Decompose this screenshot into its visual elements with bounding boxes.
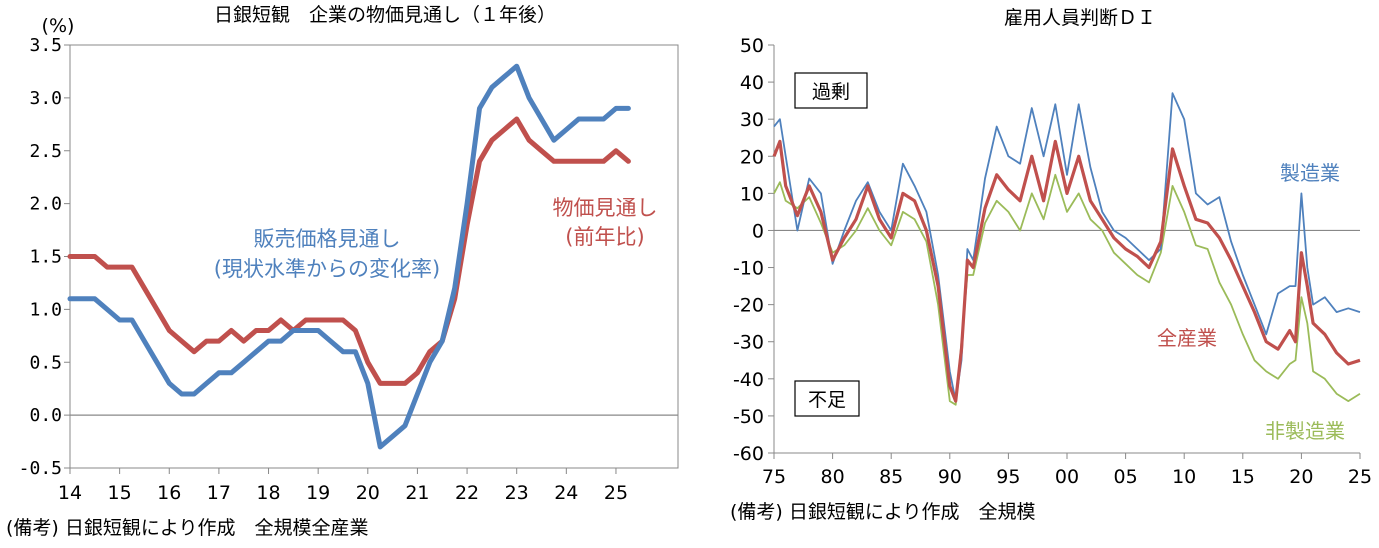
y-tick-label: 40 [740, 72, 764, 94]
y-tick-label: 0.0 [29, 405, 62, 426]
employment-di-chart: 雇用人員判断ＤＩ 50 40 30 20 10 0 -10 -20 -30 -40 -50 -6075… [730, 7, 1372, 523]
y-tick-label: -50 [733, 406, 764, 428]
shortage-box [794, 380, 860, 417]
y-tick-label: 2.5 [29, 141, 62, 162]
series-label-cpi-line2: (前年比) [565, 225, 644, 249]
y-tick-label: -30 [733, 332, 764, 354]
chart-title: 日銀短観 企業の物価見通し（１年後） [214, 4, 556, 26]
x-tick-label: 16 [157, 482, 181, 504]
x-tick-label: 25 [1348, 466, 1372, 488]
x-tick-label: 17 [207, 482, 231, 504]
x-tick-label: 23 [505, 482, 529, 504]
y-axis-unit-label: (%) [42, 15, 75, 37]
x-tick-label: 15 [108, 482, 132, 504]
x-tick-label: 80 [821, 466, 845, 488]
series-label-all-industries: 全産業 [1157, 326, 1217, 350]
y-tick-label: 30 [740, 109, 764, 131]
y-tick-label: -0.5 [19, 458, 62, 479]
y-tick-label: 10 [740, 183, 764, 205]
source-note: (備考) 日銀短観により作成 全規模全産業 [6, 517, 369, 539]
series-line-1 [772, 139, 1361, 403]
x-tick-label: 25 [604, 482, 628, 504]
source-note: (備考) 日銀短観により作成 全規模 [730, 501, 1036, 523]
series-label-cpi-line1: 物価見通し [553, 196, 658, 220]
x-tick-label: 22 [455, 482, 479, 504]
y-tick-label: -60 [733, 443, 764, 465]
series-label-sales-line1: 販売価格見通し [254, 227, 401, 251]
y-tick-label: 0.5 [29, 352, 62, 373]
plot-area: 3.5 3.0 2.5 2.0 1.5 1.0 0.5 0.0 -0.5 14 15 16 17 18 19… [19, 35, 679, 504]
price-expectation-chart: 日銀短観 企業の物価見通し（１年後） (%) 3.5 3.0 2.5 2.0 1.5 1.… [6, 4, 679, 539]
y-tick-label: -10 [733, 258, 764, 280]
y-tick-label: 1.0 [29, 299, 62, 320]
y-tick-label: 2.0 [29, 194, 62, 215]
y-tick-label: 3.5 [29, 35, 62, 56]
x-tick-label: 00 [1055, 466, 1079, 488]
series-label-sales-line2: (現状水準からの変化率) [214, 257, 440, 281]
x-tick-label: 75 [762, 466, 786, 488]
y-tick-label: 1.5 [29, 247, 62, 268]
x-tick-label: 10 [1172, 466, 1196, 488]
x-tick-label: 18 [256, 482, 280, 504]
x-tick-label: 19 [306, 482, 330, 504]
x-tick-label: 20 [1289, 466, 1313, 488]
x-tick-label: 85 [879, 466, 903, 488]
y-tick-label: 3.0 [29, 88, 62, 109]
y-tick-label: -20 [733, 295, 764, 317]
x-tick-label: 21 [405, 482, 429, 504]
x-tick-label: 14 [58, 482, 82, 504]
series-line-0 [773, 92, 1361, 403]
x-tick-label: 90 [938, 466, 962, 488]
series-line-0 [67, 116, 631, 386]
y-tick-label: 20 [740, 146, 764, 168]
series-label-non-manufacturing: 非製造業 [1265, 419, 1345, 443]
x-tick-label: 05 [1114, 466, 1138, 488]
x-tick-label: 20 [356, 482, 380, 504]
surplus-box [794, 72, 868, 109]
y-tick-label: 0 [752, 220, 764, 242]
series-line-1 [67, 63, 631, 450]
surplus-label: 過剰 [812, 81, 850, 103]
chart-title: 雇用人員判断ＤＩ [1004, 7, 1156, 29]
x-tick-label: 15 [1231, 466, 1255, 488]
series-line-2 [773, 173, 1361, 406]
y-tick-label: 50 [740, 35, 764, 57]
shortage-label: 不足 [808, 389, 846, 411]
x-tick-label: 95 [996, 466, 1020, 488]
series-label-manufacturing: 製造業 [1280, 161, 1340, 185]
x-tick-label: 24 [554, 482, 578, 504]
y-tick-label: -40 [733, 369, 764, 391]
